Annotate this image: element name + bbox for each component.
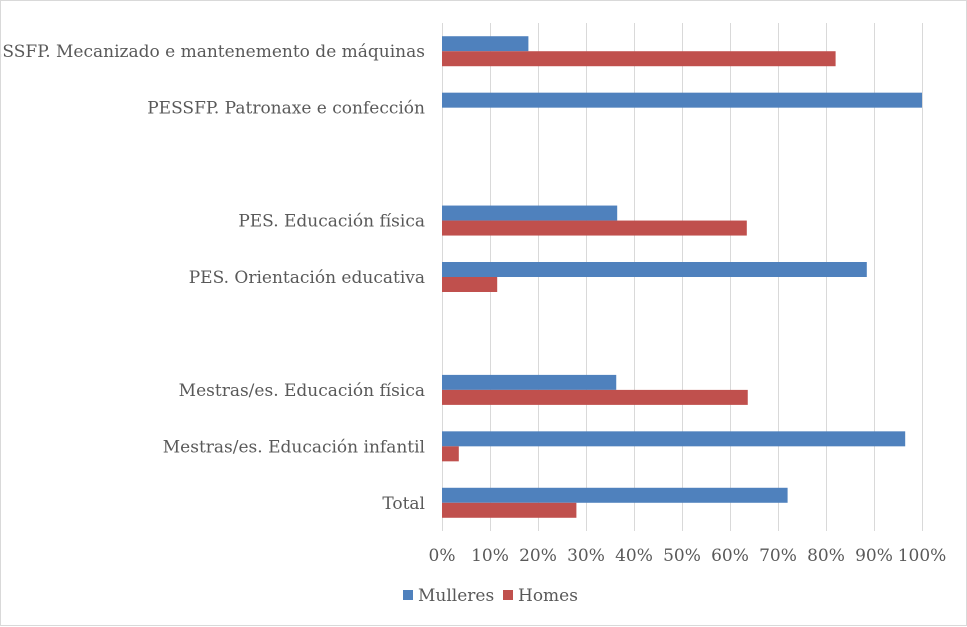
category-label: Mestras/es. Educación física [179, 381, 425, 401]
x-tick-label: 80% [807, 546, 845, 566]
x-tick-label: 90% [855, 546, 893, 566]
x-tick-label: 50% [663, 546, 701, 566]
bar-mulleres-6 [442, 374, 617, 390]
x-tick-label: 40% [615, 546, 653, 566]
category-label: PESSFP. Patronaxe e confección [147, 99, 425, 119]
bar-homes-4 [442, 277, 498, 292]
bar-mulleres-3 [442, 205, 618, 221]
bar-homes-3 [442, 220, 747, 236]
category-label: Mestras/es. Educación infantil [163, 437, 425, 457]
bar-mulleres-1 [442, 92, 922, 108]
legend-swatch-mulleres [403, 590, 413, 600]
x-tick-label: 70% [759, 546, 797, 566]
legend-swatch-homes [503, 590, 513, 600]
x-tick-label: 0% [429, 546, 456, 566]
x-tick-label: 20% [519, 546, 557, 566]
x-tick-label: 30% [567, 546, 605, 566]
bar-mulleres-8 [442, 487, 788, 503]
bar-mulleres-4 [442, 262, 867, 277]
x-tick-label: 60% [711, 546, 749, 566]
category-label: PES. Educación física [238, 212, 425, 232]
category-label: Total [382, 494, 425, 514]
legend-label-mulleres: Mulleres [418, 586, 494, 606]
category-labels: PESSFP. Mecanizado e mantenemento de máq… [1, 42, 425, 514]
bars-group [442, 36, 922, 518]
bar-homes-6 [442, 389, 748, 405]
bar-mulleres-7 [442, 431, 906, 447]
x-tick-label: 10% [471, 546, 509, 566]
x-tick-label: 100% [898, 546, 947, 566]
bar-homes-0 [442, 51, 836, 67]
bar-mulleres-0 [442, 36, 529, 52]
category-label: PESSFP. Mecanizado e mantenemento de máq… [1, 42, 425, 62]
legend-label-homes: Homes [518, 586, 578, 606]
x-tick-labels: 0% 10% 20% 30% 40% 50% 60% 70% 80% 90% 100% [429, 546, 947, 566]
bar-homes-7 [442, 446, 459, 462]
category-label: PES. Orientación educativa [189, 268, 425, 288]
legend: Mulleres Homes [403, 586, 578, 606]
bar-homes-8 [442, 502, 577, 518]
